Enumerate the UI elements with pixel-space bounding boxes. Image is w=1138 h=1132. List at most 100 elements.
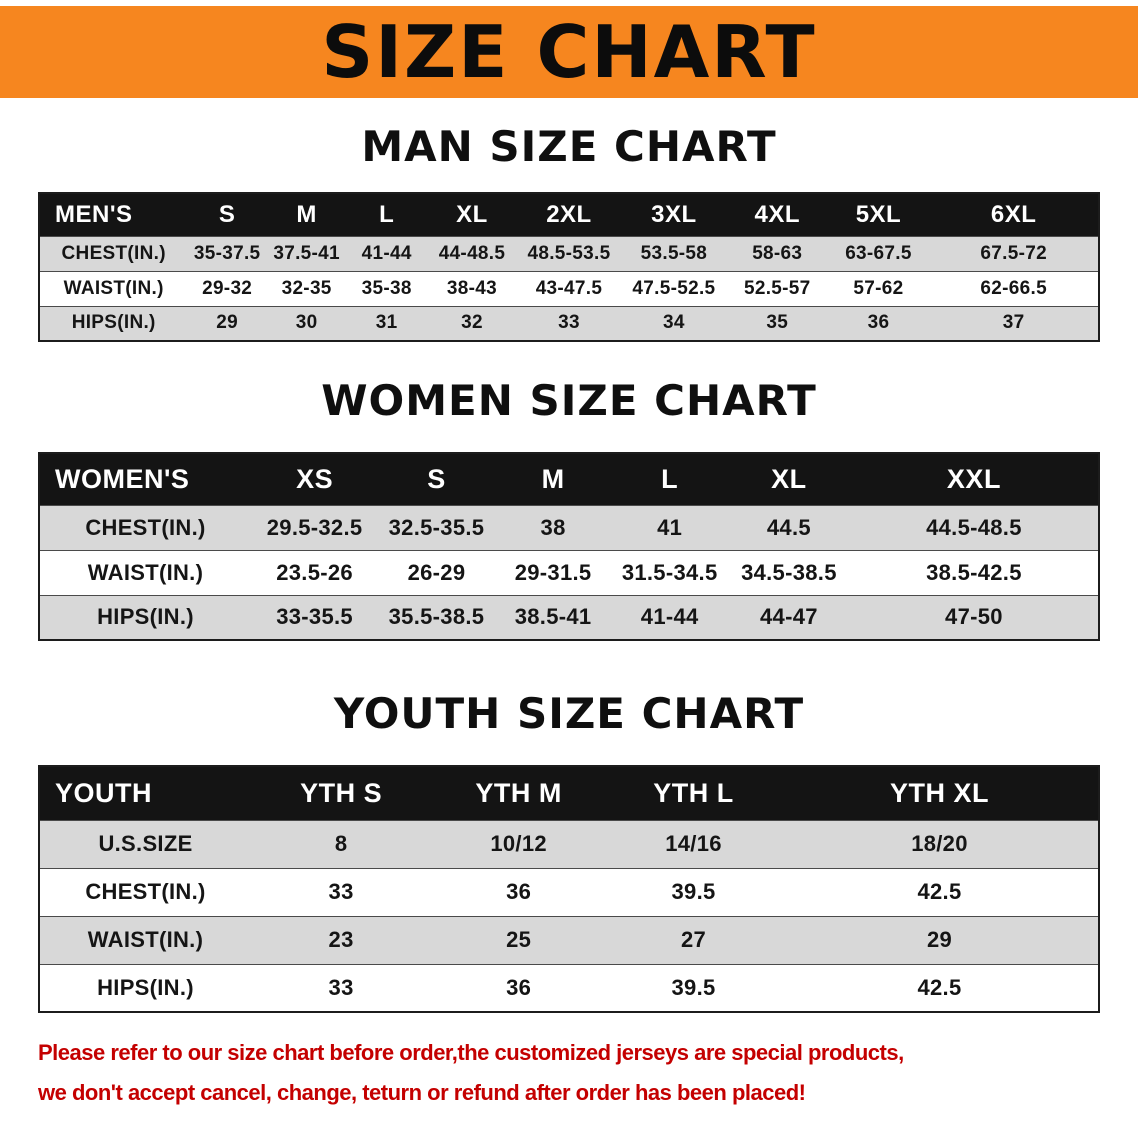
row-label-cell: WAIST(IN.) [39,270,188,306]
size-header-cell: XL [426,193,518,236]
measurement-value-cell: 29 [187,305,267,341]
header-row: WOMEN'S XS S M L XL XXL [39,453,1099,505]
measurement-row: CHEST(IN.) 33 36 39.5 42.5 [39,867,1099,916]
measurement-row: WAIST(IN.) 23.5-26 26-29 29-31.5 31.5-34.5 34… [39,549,1099,595]
women-size-section: WOMEN SIZE CHART WOMEN'S XS S M L XL XXL CHEST(… [0,378,1138,641]
measurement-value-cell: 43-47.5 [517,270,621,306]
measurement-value-cell: 35-38 [346,270,427,306]
measurement-value-cell: 32.5-35.5 [378,504,495,550]
disclaimer-line-1: Please refer to our size chart before or… [38,1040,904,1065]
mens-size-table: MEN'S S M L XL 2XL 3XL 4XL 5XL 6XL CHEST(IN.) 35-37… [38,192,1100,342]
measurement-value-cell: 29.5-32.5 [251,504,379,550]
measurement-value-cell: 14/16 [606,819,781,868]
measurement-value-cell: 31 [346,305,427,341]
row-label-cell: CHEST(IN.) [39,867,251,916]
disclaimer-line-2: we don't accept cancel, change, teturn o… [38,1080,806,1105]
measurement-value-cell: 23 [251,915,432,964]
measurement-value-cell: 53.5-58 [620,235,727,271]
measurement-value-cell: 32-35 [266,270,347,306]
measurement-value-cell: 38.5-42.5 [849,549,1099,595]
banner: SIZE CHART [0,6,1138,98]
measurement-value-cell: 29 [780,915,1099,964]
size-table: WOMEN'S XS S M L XL XXL CHEST(IN.) 29.5-32.5 32.5… [38,452,1100,641]
measurement-value-cell: 27 [606,915,781,964]
size-header-cell: XL [727,453,850,505]
measurement-value-cell: 31.5-34.5 [611,549,728,595]
page-title: SIZE CHART [321,10,817,94]
youth-size-section: YOUTH SIZE CHART YOUTH YTH S YTH M YTH L YTH… [0,691,1138,1013]
size-header-cell: YTH M [431,766,607,820]
measurement-value-cell: 23.5-26 [251,549,379,595]
measurement-value-cell: 42.5 [780,867,1099,916]
measurement-value-cell: 41-44 [346,235,427,271]
measurement-value-cell: 35.5-38.5 [378,594,495,640]
youth-size-heading: YOUTH SIZE CHART [333,689,805,738]
size-header-cell: 3XL [620,193,727,236]
measurement-value-cell: 47.5-52.5 [620,270,727,306]
measurement-row: WAIST(IN.) 29-32 32-35 35-38 38-43 43-47.5 47.… [39,270,1099,306]
measurement-row: CHEST(IN.) 35-37.5 37.5-41 41-44 44-48.5 48.5… [39,235,1099,271]
header-row: MEN'S S M L XL 2XL 3XL 4XL 5XL 6XL [39,193,1099,236]
measurement-value-cell: 47-50 [849,594,1099,640]
size-header-cell: L [346,193,427,236]
measurement-value-cell: 35 [726,305,828,341]
size-table: YOUTH YTH S YTH M YTH L YTH XL U.S.SIZE 8 10/12… [38,765,1100,1013]
man-size-heading: MAN SIZE CHART [361,122,777,171]
measurement-row: HIPS(IN.) 29 30 31 32 33 34 35 36 37 [39,305,1099,341]
measurement-value-cell: 52.5-57 [726,270,828,306]
measurement-value-cell: 32 [426,305,518,341]
row-label-cell: CHEST(IN.) [39,504,251,550]
measurement-value-cell: 57-62 [827,270,930,306]
size-chart-page: SIZE CHART MAN SIZE CHART MEN'S S M L XL 2XL 3… [0,6,1138,1113]
measurement-value-cell: 44-47 [727,594,850,640]
measurement-value-cell: 63-67.5 [827,235,930,271]
measurement-value-cell: 38.5-41 [494,594,612,640]
header-row: YOUTH YTH S YTH M YTH L YTH XL [39,766,1099,820]
measurement-value-cell: 33-35.5 [251,594,379,640]
category-header-cell: YOUTH [39,766,251,820]
measurement-value-cell: 34.5-38.5 [727,549,850,595]
measurement-value-cell: 48.5-53.5 [517,235,621,271]
measurement-row: U.S.SIZE 8 10/12 14/16 18/20 [39,819,1099,868]
measurement-value-cell: 33 [251,867,432,916]
size-header-cell: YTH XL [780,766,1099,820]
measurement-row: WAIST(IN.) 23 25 27 29 [39,915,1099,964]
size-header-cell: S [378,453,495,505]
measurement-row: HIPS(IN.) 33-35.5 35.5-38.5 38.5-41 41-44 44-… [39,594,1099,640]
measurement-value-cell: 39.5 [606,963,781,1012]
measurement-value-cell: 67.5-72 [929,235,1099,271]
measurement-value-cell: 18/20 [780,819,1099,868]
measurement-value-cell: 36 [827,305,930,341]
row-label-cell: U.S.SIZE [39,819,251,868]
man-size-section: MAN SIZE CHART MEN'S S M L XL 2XL 3XL 4XL 5XL 6XL… [0,124,1138,342]
size-header-cell: S [187,193,267,236]
size-header-cell: 2XL [517,193,621,236]
size-header-cell: XXL [849,453,1099,505]
category-header-cell: MEN'S [39,193,188,236]
measurement-value-cell: 62-66.5 [929,270,1099,306]
size-header-cell: 6XL [929,193,1099,236]
row-label-cell: WAIST(IN.) [39,549,251,595]
measurement-value-cell: 44.5-48.5 [849,504,1099,550]
womens-size-table: WOMEN'S XS S M L XL XXL CHEST(IN.) 29.5-32.5 32.5… [38,452,1100,641]
measurement-value-cell: 29-32 [187,270,267,306]
size-header-cell: 4XL [726,193,828,236]
measurement-value-cell: 10/12 [431,819,607,868]
measurement-value-cell: 33 [251,963,432,1012]
row-label-cell: HIPS(IN.) [39,963,251,1012]
measurement-value-cell: 33 [517,305,621,341]
size-header-cell: YTH S [251,766,432,820]
size-header-cell: 5XL [827,193,930,236]
row-label-cell: HIPS(IN.) [39,594,251,640]
size-header-cell: M [494,453,612,505]
size-header-cell: XS [251,453,379,505]
measurement-value-cell: 58-63 [726,235,828,271]
size-table: MEN'S S M L XL 2XL 3XL 4XL 5XL 6XL CHEST(IN.) 35-37… [38,192,1100,342]
measurement-value-cell: 34 [620,305,727,341]
row-label-cell: HIPS(IN.) [39,305,188,341]
measurement-value-cell: 35-37.5 [187,235,267,271]
size-header-cell: L [611,453,728,505]
measurement-value-cell: 41 [611,504,728,550]
measurement-value-cell: 44.5 [727,504,850,550]
measurement-value-cell: 26-29 [378,549,495,595]
